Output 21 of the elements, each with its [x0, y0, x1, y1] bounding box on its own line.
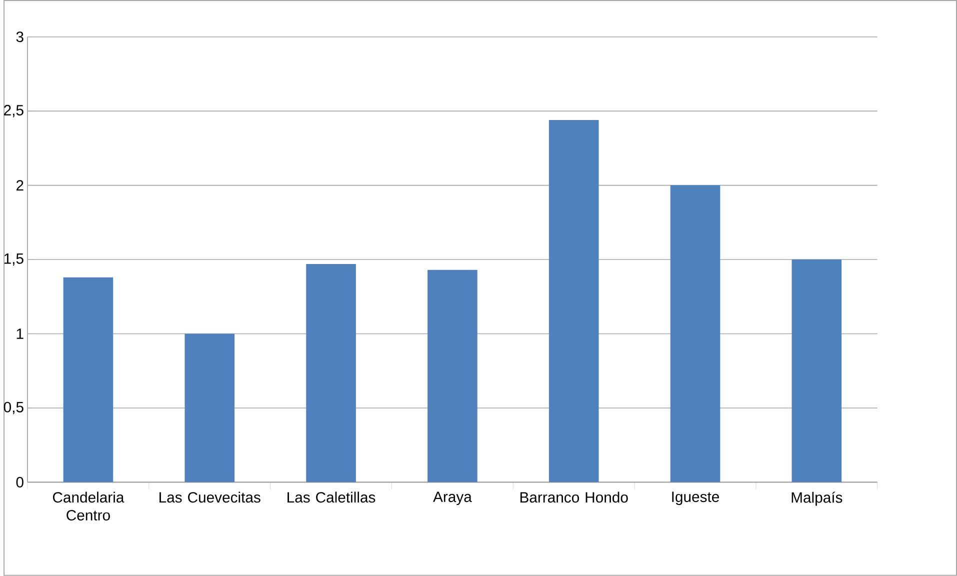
- bar: [670, 185, 720, 482]
- y-tick-label: 2: [16, 180, 24, 191]
- x-tick-label: Igueste: [672, 492, 720, 506]
- x-tick-label: Candelaria Centro: [52, 492, 124, 521]
- bar: [184, 334, 235, 482]
- bar: [306, 264, 356, 482]
- x-tick-label: Barranco Hondo: [520, 492, 628, 503]
- y-tick-label: 3: [16, 32, 24, 42]
- bar: [548, 120, 599, 482]
- x-tick-label: Las Cuevecitas: [160, 492, 260, 503]
- x-tick-label: Malpaís: [792, 492, 842, 506]
- bar: [792, 260, 842, 482]
- y-tick-label: 1: [16, 328, 24, 339]
- y-tick-label: 0: [16, 476, 24, 488]
- bar: [428, 270, 478, 482]
- x-tick-label: Araya: [433, 492, 472, 506]
- y-tick-label: 2,5: [4, 104, 24, 118]
- y-tick-label: 0,5: [4, 402, 24, 414]
- x-tick-label: Las Caletillas: [288, 492, 376, 503]
- bar: [63, 277, 114, 482]
- y-tick-label: 1,5: [4, 254, 24, 266]
